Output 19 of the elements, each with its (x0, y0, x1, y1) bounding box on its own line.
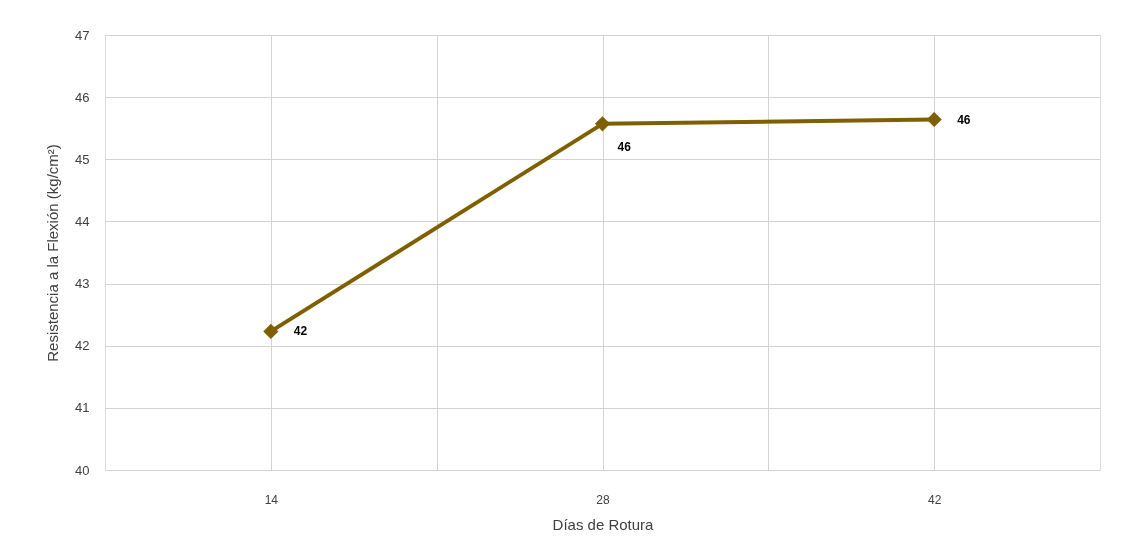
data-label: 46 (957, 112, 971, 127)
x-tick-label: 42 (927, 492, 942, 507)
y-tick-label: 47 (75, 27, 90, 43)
y-tick-label: 42 (75, 338, 90, 354)
data-label: 42 (293, 324, 308, 339)
x-axis-title: Días de Rotura (552, 515, 655, 533)
point (594, 116, 611, 132)
y-tick-label: 41 (75, 400, 90, 416)
point (263, 323, 279, 339)
y-tick-label: 45 (75, 151, 90, 167)
y-tick-label: 40 (75, 462, 90, 478)
data-label: 46 (617, 139, 632, 154)
y-tick-label: 43 (75, 276, 90, 292)
y-tick-label: 44 (75, 213, 90, 229)
y-tick-label: 46 (75, 89, 90, 105)
x-tick-label: 14 (264, 492, 279, 507)
x-tick-label: 28 (596, 492, 610, 507)
point (926, 111, 942, 128)
y-axis-title: Resistencia a la Flexión (kg/cm²) (44, 144, 62, 362)
